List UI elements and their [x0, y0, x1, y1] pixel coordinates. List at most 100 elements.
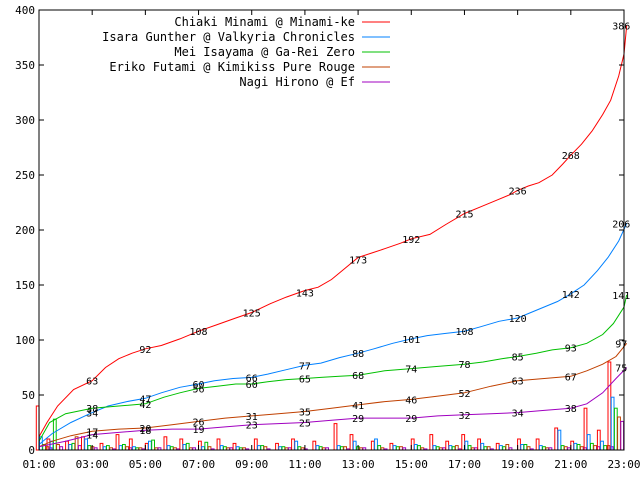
data-label: 215 — [455, 210, 473, 221]
data-label: 108 — [455, 327, 473, 338]
data-label: 88 — [352, 349, 364, 360]
hourly-bar — [151, 439, 155, 451]
hourly-bar — [260, 445, 265, 451]
hourly-bar — [554, 427, 559, 451]
y-tick-label: 50 — [22, 389, 35, 402]
hourly-bar — [600, 440, 604, 451]
data-label: 125 — [243, 309, 261, 320]
hourly-bar — [99, 442, 104, 451]
data-label: 78 — [458, 360, 470, 371]
data-label: 236 — [509, 186, 527, 197]
series-line-5 — [38, 367, 628, 448]
x-tick-label: 01:00 — [22, 458, 55, 471]
hourly-bar — [52, 418, 57, 451]
data-label: 173 — [349, 256, 367, 267]
data-label: 29 — [352, 414, 364, 425]
hourly-bar — [148, 440, 152, 451]
x-tick-label: 21:00 — [554, 458, 587, 471]
y-tick-label: 350 — [15, 59, 35, 72]
hourly-bar — [257, 445, 261, 451]
hourly-bar — [620, 420, 625, 451]
hourly-bar — [333, 423, 338, 451]
x-tick-label: 09:00 — [235, 458, 268, 471]
data-label: 38 — [86, 404, 98, 415]
hourly-bar — [467, 445, 472, 451]
legend-label: Mei Isayama @ Ga-Rei Zero — [174, 45, 355, 59]
data-label: 74 — [405, 365, 417, 376]
hourly-bar — [593, 445, 598, 451]
hourly-bar — [448, 445, 453, 451]
data-label: 56 — [192, 384, 204, 395]
hourly-bar — [315, 445, 320, 451]
hourly-bar — [106, 445, 110, 451]
data-label: 34 — [512, 409, 524, 420]
y-tick-label: 0 — [28, 444, 35, 457]
hourly-bar — [370, 440, 375, 451]
data-label: 206 — [612, 219, 630, 230]
hourly-bar — [480, 442, 485, 451]
hourly-bar — [557, 429, 562, 451]
data-label: 32 — [458, 411, 470, 422]
hourly-bar — [538, 445, 543, 451]
hourly-bar — [115, 434, 120, 451]
data-label: 31 — [246, 412, 258, 423]
series-line-3 — [38, 294, 628, 442]
data-label: 63 — [86, 377, 98, 388]
hourly-bar — [312, 440, 317, 451]
data-label: 46 — [405, 395, 417, 406]
x-tick-label: 15:00 — [395, 458, 428, 471]
data-label: 20 — [139, 424, 151, 435]
legend-label: Chiaki Minami @ Minami-ke — [174, 15, 355, 29]
hourly-bar — [374, 438, 378, 451]
hourly-bar — [560, 445, 565, 451]
data-label: 68 — [352, 371, 364, 382]
x-tick-label: 11:00 — [288, 458, 321, 471]
hourly-bar — [294, 440, 299, 451]
data-label: 92 — [139, 345, 151, 356]
hourly-bar — [56, 444, 60, 451]
hourly-bar — [185, 442, 190, 451]
hourly-bar — [77, 445, 82, 451]
data-label: 42 — [139, 400, 151, 411]
hourly-bar — [610, 396, 615, 451]
data-label: 120 — [509, 314, 527, 325]
hourly-bar — [232, 442, 237, 451]
data-label: 63 — [512, 377, 524, 388]
hourly-bar — [535, 438, 540, 451]
hourly-bar — [603, 445, 608, 451]
data-label: 26 — [192, 417, 204, 428]
data-label: 101 — [402, 335, 420, 346]
data-label: 14 — [86, 431, 98, 442]
data-label: 19 — [192, 425, 204, 436]
data-label: 66 — [246, 373, 258, 384]
data-label: 268 — [562, 151, 580, 162]
data-label: 386 — [612, 21, 630, 32]
data-label: 29 — [405, 414, 417, 425]
x-tick-label: 17:00 — [448, 458, 481, 471]
hourly-bar — [499, 445, 503, 451]
data-label: 35 — [299, 408, 311, 419]
y-tick-label: 100 — [15, 334, 35, 347]
data-labels-layer: 6392108125143173192215236268386344760667… — [86, 21, 630, 441]
legend-label: Isara Gunther @ Valkyria Chronicles — [102, 30, 355, 44]
data-label: 18 — [139, 426, 151, 437]
hourly-bar — [71, 442, 76, 451]
hourly-bar — [523, 444, 528, 451]
data-label: 67 — [565, 372, 577, 383]
data-label: 93 — [565, 344, 577, 355]
data-label: 25 — [299, 419, 311, 430]
hourly-bar — [590, 442, 594, 451]
x-tick-label: 07:00 — [182, 458, 215, 471]
hourly-bar — [219, 445, 224, 451]
series-line-2 — [38, 223, 628, 445]
y-tick-label: 400 — [15, 4, 35, 17]
hourly-bar — [182, 444, 187, 451]
data-label: 85 — [512, 353, 524, 364]
series-line-1 — [38, 25, 628, 438]
hourly-bar — [122, 444, 126, 451]
data-label: 65 — [299, 375, 311, 386]
hourly-bar — [429, 434, 434, 451]
hourly-bar — [204, 441, 209, 451]
hourly-bar — [583, 407, 588, 451]
